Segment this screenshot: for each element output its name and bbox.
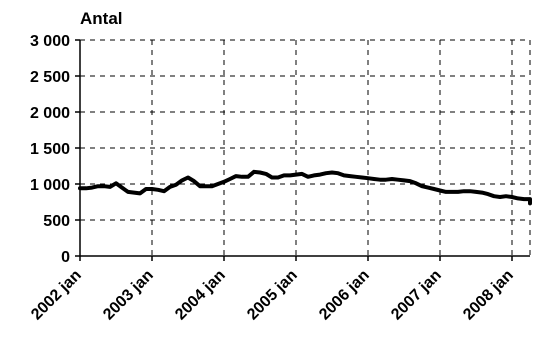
x-tick-label-1: 2003 jan: [100, 267, 157, 324]
x-tick-label-3: 2005 jan: [244, 267, 301, 324]
x-tick-labels: 2002 jan 2003 jan 2004 jan 2005 jan 2006 jan…: [28, 267, 517, 324]
series-line: [78, 169, 532, 206]
y-tick-labels: 0 500 1 000 1 500 2 000 2 500 3 000: [30, 33, 70, 266]
y-tick-label-3: 1 500: [30, 141, 70, 158]
x-tick-label-2: 2004 jan: [172, 267, 229, 324]
horizontal-gridlines: [80, 39, 530, 221]
x-tick-label-4: 2006 jan: [316, 267, 373, 324]
axes: [75, 39, 530, 261]
y-axis-label: Antal: [80, 9, 123, 28]
y-tick-label-5: 2 500: [30, 69, 70, 86]
y-tick-label-1: 500: [43, 213, 70, 230]
x-tick-label-0: 2002 jan: [28, 267, 85, 324]
x-tick-label-6: 2008 jan: [460, 267, 517, 324]
x-tick-label-5: 2007 jan: [388, 267, 445, 324]
y-tick-label-0: 0: [61, 249, 70, 266]
y-tick-label-4: 2 000: [30, 105, 70, 122]
y-tick-label-6: 3 000: [30, 33, 70, 50]
y-tick-label-2: 1 000: [30, 177, 70, 194]
series-group: [78, 169, 532, 206]
vertical-gridlines: [151, 40, 531, 256]
